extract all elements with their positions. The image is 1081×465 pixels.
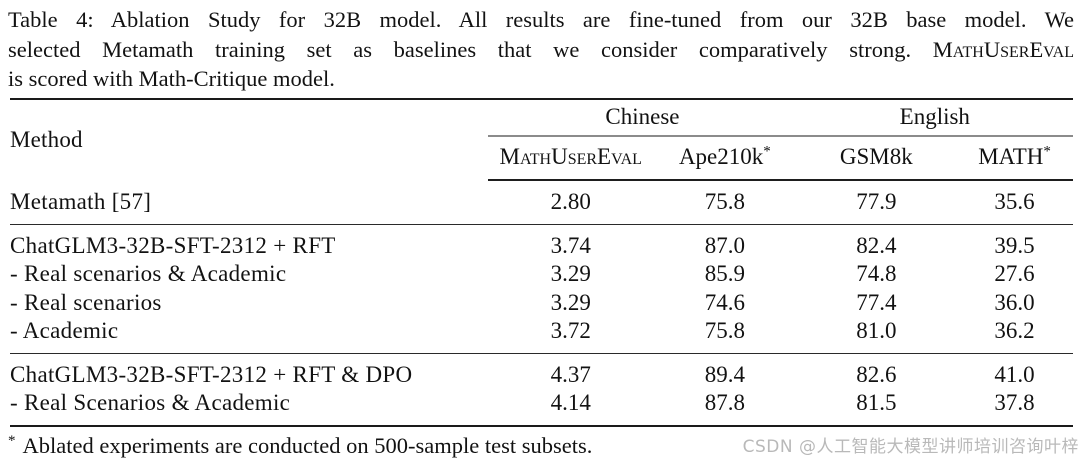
column-header-ape210k: Ape210k* — [653, 135, 797, 181]
math-value: 41.0 — [956, 352, 1073, 389]
gsm8k-value: 82.4 — [796, 223, 957, 260]
method-cell: - Real Scenarios & Academic — [10, 390, 291, 415]
ablation-table-wrap: Method Chinese English MathUserEval Ape2… — [10, 98, 1073, 427]
math-value: 37.8 — [994, 390, 1035, 415]
method-cell: - Real scenarios & Academic — [10, 261, 287, 286]
gsm8k-value: 81.0 — [856, 318, 897, 343]
footnote-asterisk-marker: * — [8, 432, 16, 449]
ape210k-value: 87.0 — [653, 223, 797, 260]
method-column-header: Method — [10, 126, 83, 152]
caption-line-1: Table 4: Ablation Study for 32B model. A… — [8, 7, 1074, 32]
method-cell: ChatGLM3-32B-SFT-2312 + RFT & DPO — [10, 352, 489, 389]
method-cell: - Academic — [10, 318, 119, 343]
table-row-real-scenarios: - Real scenarios 3.29 74.6 77.4 36.0 — [10, 289, 1073, 318]
table-row-rft: ChatGLM3-32B-SFT-2312 + RFT 3.74 87.0 82… — [10, 223, 1073, 260]
caption-line-2: selected Metamath training set as baseli… — [8, 35, 1074, 65]
method-cell: Metamath [57] — [10, 188, 152, 214]
column-header-mathusereval: MathUserEval — [488, 135, 654, 181]
ape210k-value: 89.4 — [653, 352, 797, 389]
caption-line-3: is scored with Math-Critique model. — [8, 66, 335, 91]
group-header-row: Method Chinese English — [10, 99, 1073, 152]
caption-line-2-text: selected Metamath training set as baseli… — [8, 36, 912, 62]
method-cell: - Real scenarios — [10, 289, 162, 315]
mathusereval-value: 3.74 — [488, 223, 654, 260]
mathusereval-value: 4.37 — [488, 352, 654, 389]
math-value: 35.6 — [994, 189, 1035, 214]
mathusereval-value: 4.14 — [550, 390, 591, 415]
ape210k-footnote-marker: * — [763, 142, 771, 159]
mathusereval-value: 2.80 — [550, 189, 591, 214]
gsm8k-value: 81.5 — [856, 390, 897, 415]
caption-mathusereval-smallcaps: MathUserEval — [932, 36, 1075, 62]
gsm8k-value: 82.6 — [796, 352, 957, 389]
column-header-row: MathUserEval Ape210k* GSM8k MATH* — [10, 135, 1073, 181]
column-header-ape210k-label: Ape210k — [678, 143, 764, 169]
ablation-table: Method Chinese English MathUserEval Ape2… — [10, 98, 1073, 427]
column-header-math: MATH* — [956, 135, 1073, 181]
math-value: 39.5 — [956, 223, 1073, 260]
mathusereval-value: 3.29 — [550, 289, 591, 315]
table-caption: Table 4: Ablation Study for 32B model. A… — [8, 5, 1074, 94]
table-footnote: * Ablated experiments are conducted on 50… — [8, 431, 592, 461]
ape210k-value: 87.8 — [704, 390, 745, 415]
gsm8k-value: 77.9 — [856, 189, 897, 214]
ape210k-value: 75.8 — [704, 189, 745, 214]
ape210k-value: 75.8 — [704, 318, 745, 343]
column-header-mathusereval-label: MathUserEval — [499, 143, 642, 169]
math-footnote-marker: * — [1043, 142, 1051, 159]
table-row-metamath: Metamath [57] 2.80 75.8 77.9 35.6 — [10, 180, 1073, 224]
table-row-academic: - Academic 3.72 75.8 81.0 36.2 — [10, 317, 1073, 353]
math-value: 27.6 — [994, 261, 1035, 286]
column-header-gsm8k-label: GSM8k — [839, 143, 913, 169]
gsm8k-value: 74.8 — [856, 261, 897, 286]
footnote-text: Ablated experiments are conducted on 500… — [22, 433, 593, 458]
mathusereval-value: 3.72 — [550, 318, 591, 343]
method-cell: ChatGLM3-32B-SFT-2312 + RFT — [10, 223, 489, 260]
math-value: 36.0 — [994, 289, 1035, 315]
group-header-chinese: Chinese — [488, 99, 797, 137]
mathusereval-value: 3.29 — [550, 261, 591, 286]
math-value: 36.2 — [994, 318, 1035, 343]
table-row-real-scenarios-academic-dpo: - Real Scenarios & Academic 4.14 87.8 81… — [10, 389, 1073, 426]
ape210k-value: 74.6 — [704, 289, 745, 315]
column-header-math-label: MATH — [978, 143, 1044, 169]
csdn-watermark: CSDN @人工智能大模型讲师培训咨询叶梓 — [742, 437, 1079, 457]
group-header-english: English — [796, 99, 1073, 137]
column-header-gsm8k: GSM8k — [796, 135, 957, 181]
table-row-real-scenarios-academic: - Real scenarios & Academic 3.29 85.9 74… — [10, 260, 1073, 289]
table-row-rft-dpo: ChatGLM3-32B-SFT-2312 + RFT & DPO 4.37 8… — [10, 352, 1073, 389]
gsm8k-value: 77.4 — [856, 289, 897, 315]
ape210k-value: 85.9 — [704, 261, 745, 286]
